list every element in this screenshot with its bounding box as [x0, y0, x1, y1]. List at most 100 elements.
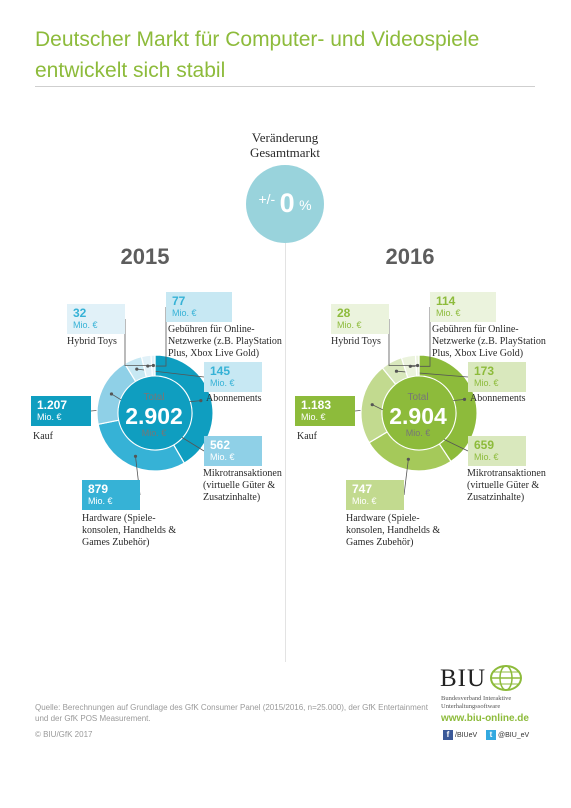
value-kauf: 1.183	[301, 398, 332, 412]
copyright: © BIU/GfK 2017	[35, 730, 93, 739]
label-kauf: Kauf	[33, 431, 53, 442]
total-label: Total	[143, 392, 165, 403]
value-unit: Mio. €	[436, 308, 461, 318]
label-mikro-line1: Mikrotransaktionen	[203, 468, 282, 479]
label-kauf: Kauf	[297, 431, 317, 442]
value-unit: Mio. €	[37, 412, 62, 422]
leader-dot-abonnements	[135, 367, 139, 371]
label-hardware-line3: Games Zubehör)	[346, 537, 414, 548]
value-hardware: 747	[352, 482, 373, 496]
leader-dot-hybrid-toys	[151, 363, 155, 368]
change-sign: +/-	[258, 191, 276, 207]
value-box-gebuehren: 114 Mio. €	[430, 292, 496, 322]
page-title: Deutscher Markt für Computer- und Videos…	[35, 28, 480, 82]
value-box-abonnements: 173 Mio. €	[468, 362, 526, 392]
leader-line-hardware	[403, 459, 409, 496]
label-abonnements: Abonnements	[470, 393, 526, 404]
label-mikro-line2: (virtuelle Güter &	[467, 480, 540, 491]
change-badge: +/- 0 %	[246, 165, 324, 243]
donut-center	[382, 376, 456, 450]
total-unit: Mio. €	[405, 428, 431, 438]
label-gebuehren-line3: Plus, Xbox Live Gold)	[432, 348, 524, 359]
year-2015: 2015	[120, 244, 170, 269]
biu-logo: BIU	[440, 665, 487, 692]
value-unit: Mio. €	[352, 496, 377, 506]
label-mikro-line1: Mikrotransaktionen	[467, 468, 546, 479]
total-2015: Total 2.902 Mio. €	[119, 392, 189, 439]
value-box-mikrotransaktionen: 562 Mio. €	[204, 436, 262, 466]
org-name-line2: Unterhaltungssoftware	[441, 703, 501, 710]
value-unit: Mio. €	[88, 496, 113, 506]
value-box-hybrid-toys: 32 Mio. €	[67, 304, 125, 334]
leader-dot-kauf	[462, 397, 467, 401]
change-label-line2: Gesamtmarkt	[249, 145, 321, 160]
donut-center	[118, 376, 192, 450]
label-hardware: Hardware (Spiele- konsolen, Handhelds & …	[82, 513, 176, 549]
biu-globe-icon	[490, 665, 522, 691]
label-mikro-line3: Zusatzinhalte)	[467, 492, 525, 503]
value-box-mikrotransaktionen: 659 Mio. €	[468, 436, 526, 466]
leader-line-hybrid-toys	[388, 319, 418, 366]
twitter-handle: @BIU_eV	[498, 732, 530, 739]
value-unit: Mio. €	[210, 378, 235, 388]
label-gebuehren: Gebühren für Online- Netzwerke (z.B. Pla…	[432, 324, 546, 360]
value-box-kauf: 1.207 Mio. €	[31, 396, 91, 426]
source-note: Quelle: Berechnungen auf Grundlage des G…	[35, 702, 435, 724]
label-hardware-line2: konsolen, Handhelds &	[346, 525, 441, 536]
value-hybrid-toys: 28	[337, 306, 351, 320]
title-divider	[35, 86, 535, 87]
twitter-link[interactable]: t @BIU_eV	[486, 729, 529, 743]
label-gebuehren-line2: Netzwerke (z.B. PlayStation	[168, 336, 282, 347]
chart-panel-2015: 32 Mio. € Hybrid Toys 77 Mio. € Gebühren…	[31, 292, 282, 549]
donut-chart-2015	[90, 307, 214, 496]
total-value: 2.902	[125, 403, 183, 429]
website-link[interactable]: www.biu-online.de	[441, 713, 529, 724]
label-abonnements: Abonnements	[206, 393, 262, 404]
label-hardware-line1: Hardware (Spiele-	[82, 513, 156, 524]
facebook-icon: f	[443, 730, 453, 741]
twitter-icon: t	[486, 730, 496, 741]
label-hardware-line1: Hardware (Spiele-	[346, 513, 420, 524]
label-gebuehren: Gebühren für Online- Netzwerke (z.B. Pla…	[168, 324, 282, 360]
leader-dot-mikrotransaktionen	[109, 392, 114, 396]
value-kauf: 1.207	[37, 398, 68, 412]
leader-dot-gebuehren	[146, 364, 150, 368]
value-abonnements: 173	[474, 364, 495, 378]
value-box-kauf: 1.183 Mio. €	[295, 396, 355, 426]
label-mikro-line2: (virtuelle Güter &	[203, 480, 276, 491]
value-unit: Mio. €	[210, 452, 235, 462]
org-name: Bundesverband Interaktive Unterhaltungss…	[441, 695, 551, 711]
leader-dot-kauf	[199, 398, 203, 403]
value-gebuehren: 114	[436, 294, 456, 308]
donut-chart-2016	[354, 307, 478, 496]
total-label: Total	[407, 392, 429, 403]
total-unit: Mio. €	[141, 428, 167, 438]
value-box-abonnements: 145 Mio. €	[204, 362, 262, 392]
leader-dot-abonnements	[394, 369, 399, 373]
change-label: Veränderung Gesamtmarkt	[205, 130, 365, 160]
label-gebuehren-line3: Plus, Xbox Live Gold)	[168, 348, 260, 359]
change-unit: %	[299, 197, 312, 213]
value-unit: Mio. €	[337, 320, 362, 330]
label-hardware-line2: konsolen, Handhelds &	[82, 525, 177, 536]
leader-dot-hybrid-toys	[415, 363, 420, 368]
year-2016: 2016	[385, 244, 435, 269]
label-gebuehren-line1: Gebühren für Online-	[168, 324, 255, 335]
total-value: 2.904	[389, 403, 447, 429]
value-unit: Mio. €	[474, 452, 499, 462]
label-mikrotransaktionen: Mikrotransaktionen (virtuelle Güter & Zu…	[203, 468, 282, 504]
value-box-hybrid-toys: 28 Mio. €	[331, 304, 389, 334]
label-hybrid-toys: Hybrid Toys	[331, 336, 381, 347]
change-value: 0	[279, 188, 295, 218]
source-line2: und der GfK POS Measurement.	[35, 714, 151, 723]
value-gebuehren: 77	[172, 294, 186, 308]
value-mikrotransaktionen: 659	[474, 438, 495, 452]
facebook-handle: /BIUeV	[455, 732, 478, 739]
source-line1: Quelle: Berechnungen auf Grundlage des G…	[35, 703, 428, 712]
value-mikrotransaktionen: 562	[210, 438, 231, 452]
facebook-link[interactable]: f/BIUeV	[443, 729, 477, 743]
center-divider	[285, 242, 286, 662]
chart-panel-2016: 28 Mio. € Hybrid Toys 114 Mio. € Gebühre…	[264, 0, 550, 808]
value-box-hardware: 879 Mio. €	[82, 480, 140, 510]
value-box-gebuehren: 77 Mio. €	[166, 292, 232, 322]
